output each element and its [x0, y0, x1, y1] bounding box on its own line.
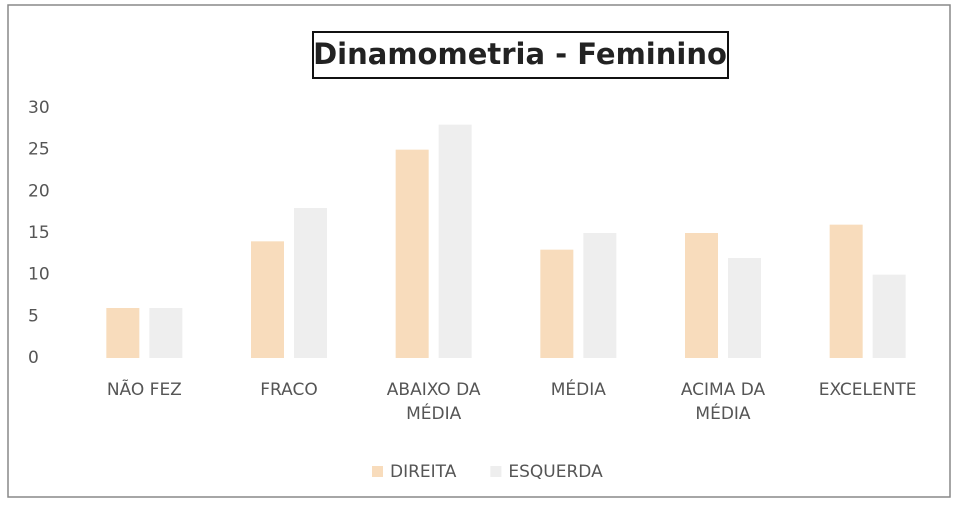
legend-label: ESQUERDA — [508, 462, 603, 482]
legend-swatch — [372, 466, 383, 477]
y-tick-label: 20 — [28, 181, 50, 201]
y-tick-label: 5 — [28, 306, 39, 326]
legend-swatch — [490, 466, 502, 477]
x-tick-label: ACIMA DA MÉDIA — [680, 380, 766, 424]
bar — [294, 208, 327, 358]
bar — [685, 233, 718, 358]
bar — [438, 124, 472, 359]
x-tick-label: NÃO FEZ — [106, 380, 182, 400]
y-tick-label: 0 — [28, 348, 39, 368]
x-tick-label: ABAIXO DA MÉDIA — [386, 380, 481, 424]
bar — [872, 274, 906, 358]
x-tick-label: EXCELENTE — [818, 380, 917, 400]
x-tick-label: MÉDIA — [550, 380, 606, 400]
frame — [7, 4, 951, 498]
legend-label: DIREITA — [390, 462, 457, 482]
y-tick-label: 30 — [28, 98, 50, 118]
bar — [106, 308, 140, 358]
bar — [149, 308, 183, 358]
bar — [583, 233, 617, 358]
y-tick-label: 25 — [28, 140, 50, 160]
bar — [395, 149, 429, 358]
title-box — [312, 31, 729, 79]
y-tick-label: 15 — [28, 223, 50, 243]
bar — [829, 224, 863, 358]
y-tick-label: 10 — [28, 265, 50, 285]
chart-title: Dinamometria - Feminino — [313, 37, 727, 71]
bar — [251, 241, 284, 358]
bar — [728, 258, 761, 358]
bar — [540, 249, 574, 358]
x-tick-label: FRACO — [260, 380, 318, 400]
